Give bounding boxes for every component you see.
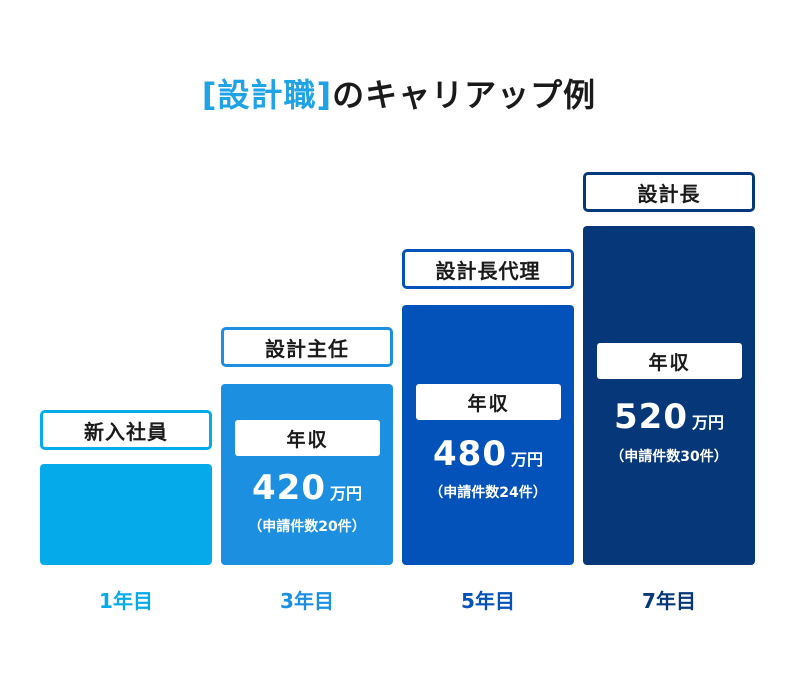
salary-note-5: （申請件数24件） (429, 485, 547, 501)
role-label-1: 新入社員 (40, 410, 212, 450)
salary-unit-7: 万円 (691, 413, 724, 432)
title-bracket-close: ] (316, 76, 333, 114)
salary-value-7: 520 万円 (583, 397, 755, 437)
role-label-7: 設計長 (583, 172, 755, 212)
bar-year-3 (221, 384, 393, 565)
salary-value-5: 480 万円 (402, 434, 574, 474)
salary-note-7: （申請件数30件） (610, 449, 728, 465)
year-label-3: 3年目 (280, 589, 334, 613)
year-label-1: 1年目 (99, 589, 153, 613)
role-label-3: 設計主任 (221, 327, 393, 367)
salary-unit-3: 万円 (329, 484, 362, 503)
salary-number-3: 420 (252, 468, 326, 508)
bar-year-1 (40, 464, 212, 565)
salary-label-7: 年収 (597, 343, 742, 379)
title-bracket-open: [ (201, 76, 218, 114)
title-highlight: 設計職 (217, 76, 317, 114)
chart-title: [設計職]のキャリアップ例 (0, 70, 798, 116)
salary-note-3: （申請件数20件） (248, 519, 366, 535)
salary-number-7: 520 (614, 397, 688, 437)
salary-number-5: 480 (433, 434, 507, 474)
salary-label-5: 年収 (416, 384, 561, 420)
role-label-5: 設計長代理 (402, 249, 574, 289)
salary-value-3: 420 万円 (221, 468, 393, 508)
salary-label-3: 年収 (235, 420, 380, 456)
bar-year-7 (583, 226, 755, 565)
year-label-7: 7年目 (642, 589, 696, 613)
year-label-5: 5年目 (461, 589, 515, 613)
bar-year-5 (402, 305, 574, 565)
salary-unit-5: 万円 (510, 450, 543, 469)
title-rest: のキャリアップ例 (332, 76, 597, 114)
